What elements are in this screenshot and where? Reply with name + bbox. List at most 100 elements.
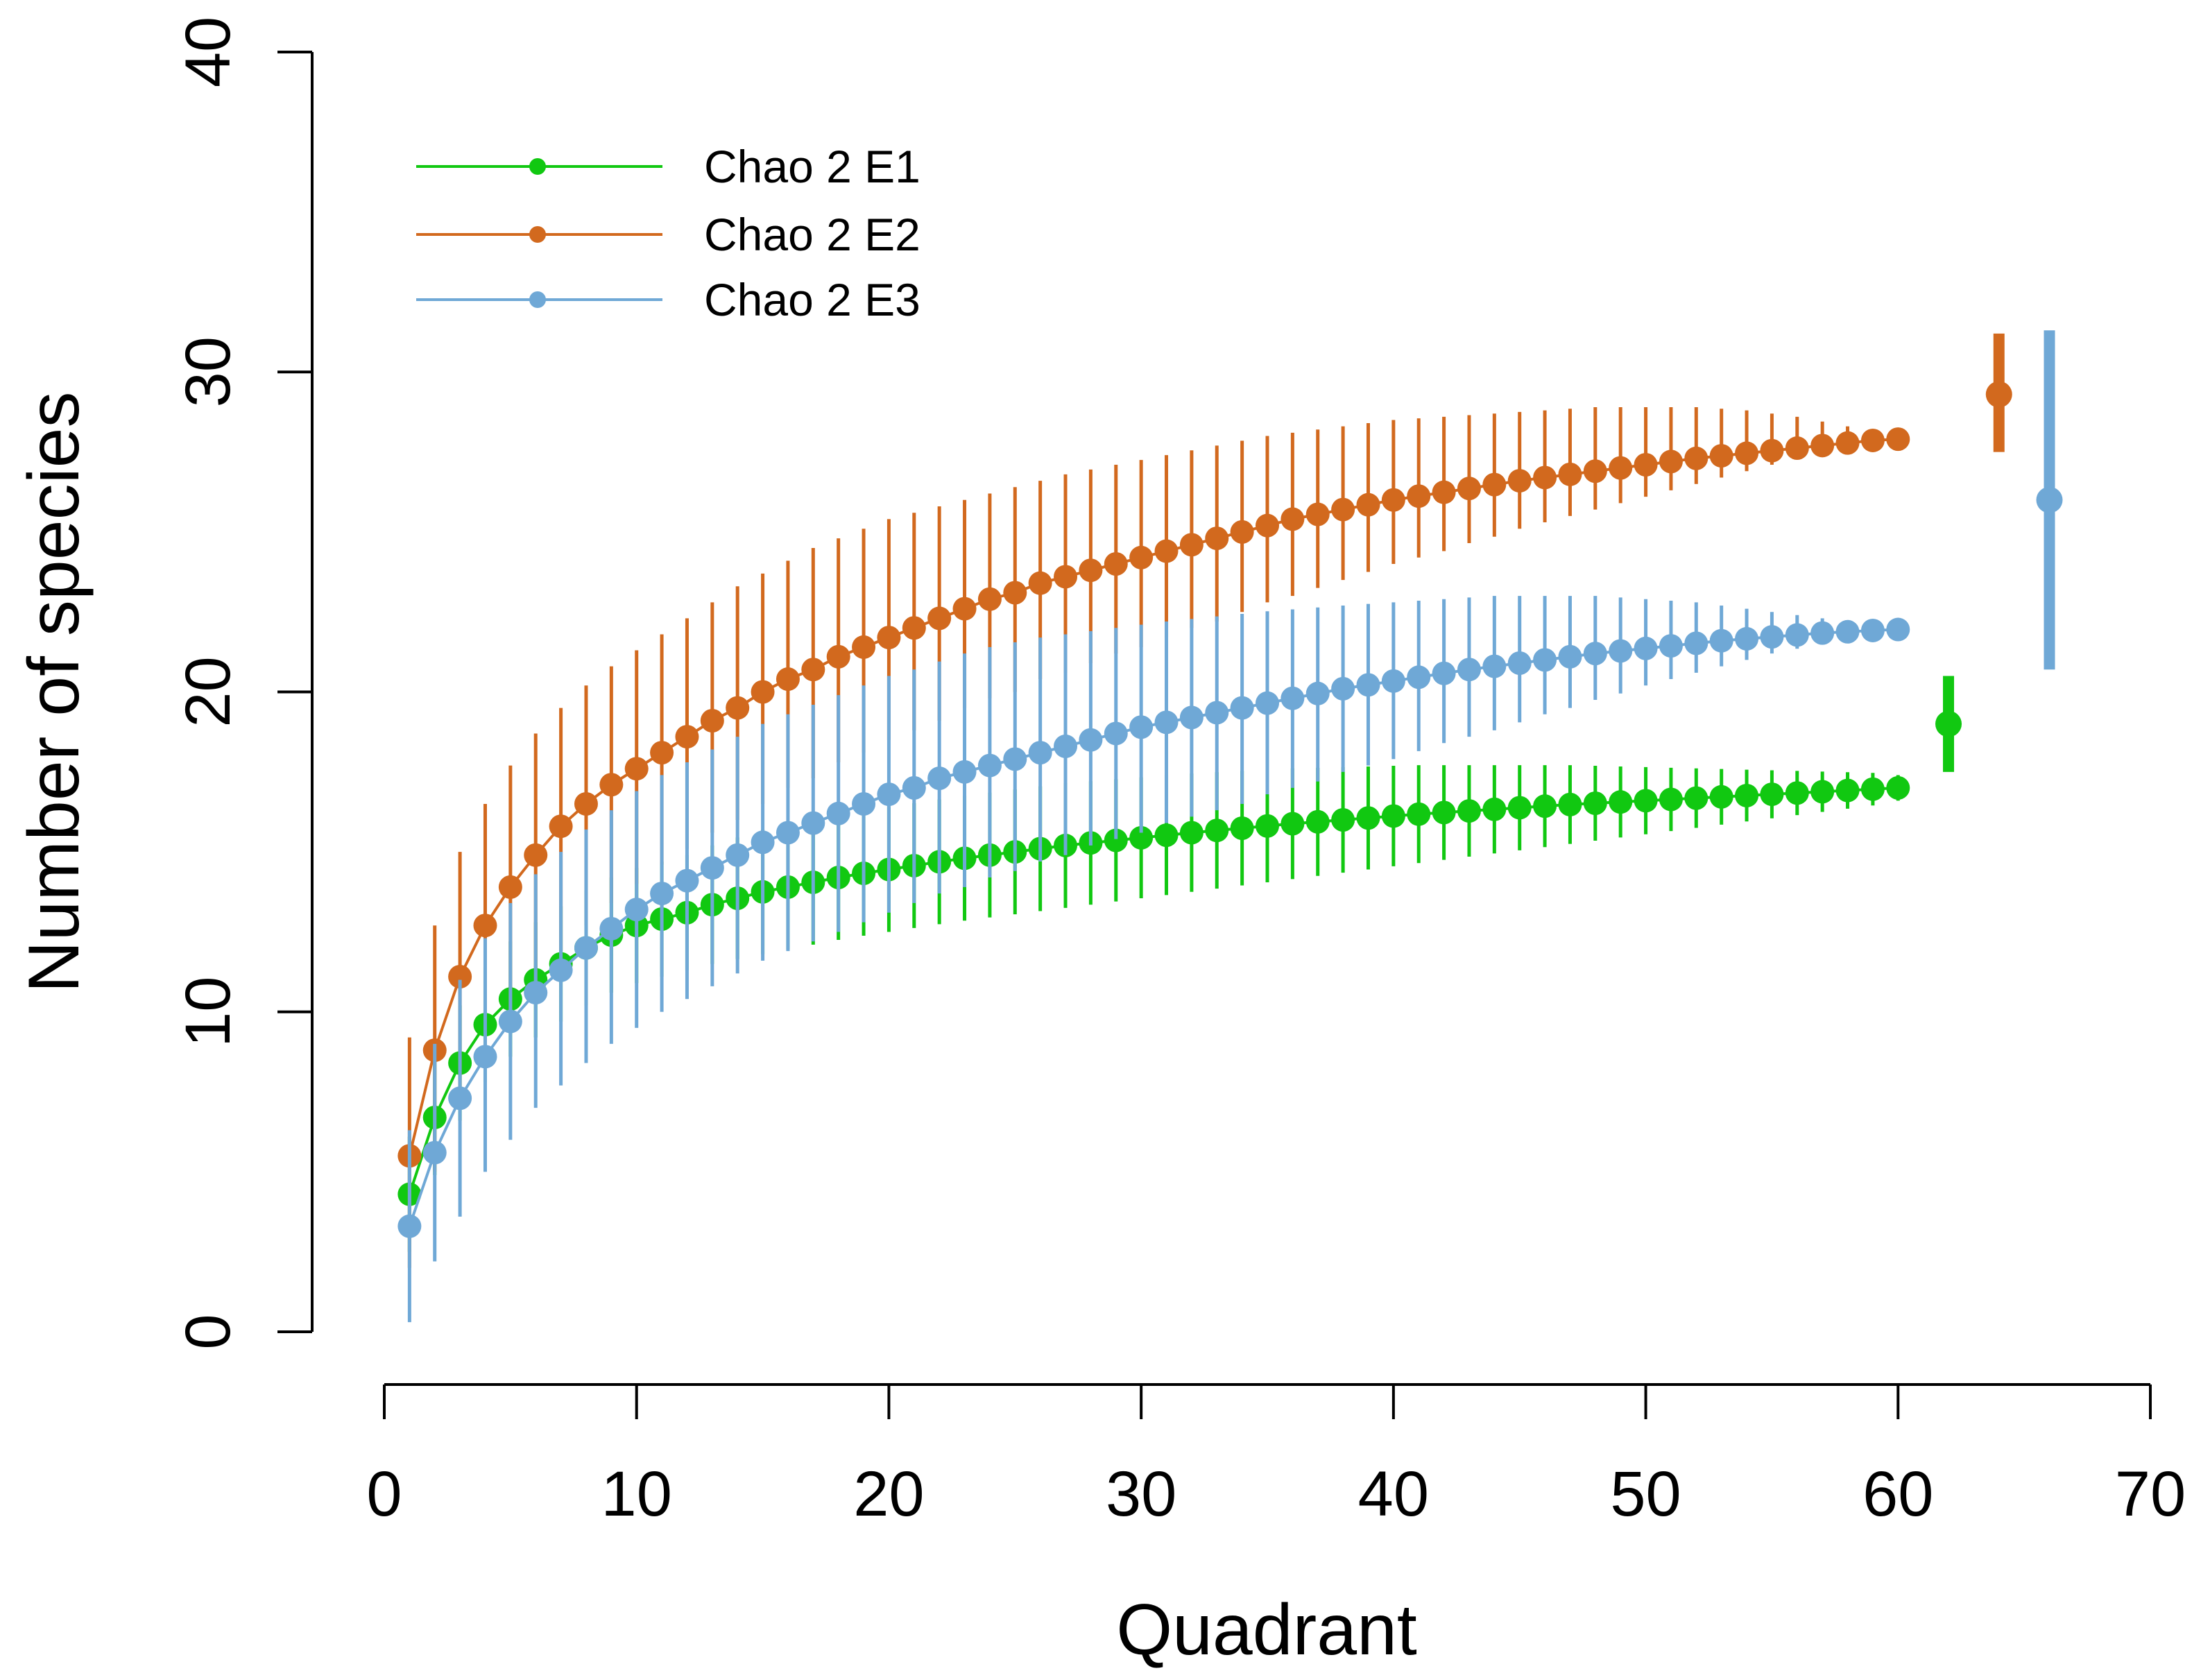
legend-label: Chao 2 E3 (704, 274, 920, 325)
legend-item: Chao 2 E2 (416, 209, 920, 260)
data-point (524, 981, 548, 1005)
data-point (751, 680, 775, 704)
data-point (1280, 507, 1305, 531)
data-point (700, 709, 724, 733)
data-point (1154, 823, 1179, 848)
data-point (1205, 526, 1229, 551)
data-point (1860, 428, 1885, 452)
data-point (700, 856, 724, 880)
data-point (1583, 642, 1607, 666)
data-point (1482, 472, 1507, 497)
data-point (1684, 446, 1708, 470)
data-point (776, 667, 800, 692)
data-point (1104, 721, 1128, 746)
series-line (408, 786, 1899, 1195)
data-point (1230, 696, 1254, 720)
data-point (1634, 789, 1658, 813)
data-point (1003, 747, 1027, 771)
data-point (498, 875, 522, 899)
data-point (1709, 785, 1733, 809)
data-point (826, 801, 850, 825)
data-point (1785, 623, 1809, 647)
data-point (1104, 828, 1128, 852)
data-point (1533, 465, 1557, 490)
data-point (599, 916, 624, 941)
y-tick-label: 10 (173, 977, 243, 1047)
data-point (1684, 631, 1708, 655)
data-point (1583, 791, 1607, 816)
data-point (1028, 741, 1052, 765)
data-point (1810, 434, 1835, 458)
data-point (574, 791, 598, 816)
data-point (1609, 790, 1633, 814)
data-point (1003, 581, 1027, 605)
legend-item: Chao 2 E1 (416, 141, 920, 192)
x-tick-label: 70 (2115, 1459, 2186, 1529)
data-point (1558, 792, 1582, 816)
y-tick-label: 40 (173, 17, 243, 87)
data-point (877, 782, 901, 807)
legend: Chao 2 E1 Chao 2 E2 Chao 2 E3 (416, 141, 920, 325)
data-point (448, 965, 472, 989)
legend-marker (529, 158, 546, 175)
data-point (826, 644, 850, 669)
data-point (1507, 651, 1532, 675)
x-tick-label: 50 (1610, 1459, 1681, 1529)
x-axis-title: Quadrant (1116, 1590, 1417, 1670)
estimate-point (1985, 381, 2012, 408)
data-point (1407, 484, 1431, 508)
data-point (1709, 628, 1733, 653)
data-point (1054, 734, 1078, 758)
data-point (801, 811, 825, 835)
data-point (574, 936, 598, 960)
data-point (1886, 775, 1910, 800)
data-point (1760, 625, 1784, 649)
data-point (675, 725, 699, 749)
data-point (1735, 441, 1759, 465)
data-point (1886, 617, 1910, 642)
data-point (1709, 444, 1733, 468)
data-point (1331, 676, 1355, 701)
data-point (1785, 781, 1809, 805)
legend-marker (529, 291, 546, 308)
data-point (1356, 673, 1380, 697)
legend-marker (529, 226, 546, 243)
data-point (1280, 812, 1305, 836)
data-point (1684, 786, 1708, 810)
data-point (1129, 545, 1154, 569)
data-point (1104, 552, 1128, 576)
data-point (1785, 436, 1809, 461)
data-point (1256, 814, 1279, 838)
data-point (1305, 809, 1330, 834)
data-point (1860, 777, 1885, 801)
data-point (751, 830, 775, 855)
data-point (1659, 449, 1683, 474)
data-point (1179, 821, 1203, 845)
data-point (1305, 502, 1330, 526)
legend-label: Chao 2 E2 (704, 209, 920, 260)
data-point (927, 766, 952, 791)
data-point (877, 626, 901, 650)
data-point (1154, 710, 1179, 735)
data-point (852, 635, 876, 659)
estimate-point (1935, 710, 1962, 737)
data-point (422, 1140, 447, 1165)
data-point (1886, 427, 1910, 452)
data-point (524, 843, 548, 867)
data-point (650, 741, 674, 765)
data-point (1381, 804, 1405, 828)
data-point (1407, 665, 1431, 689)
data-point (1331, 497, 1355, 522)
data-point (624, 898, 649, 922)
data-point (952, 760, 977, 784)
data-point (1256, 691, 1279, 715)
data-point (1381, 669, 1405, 693)
data-point (1659, 787, 1683, 812)
data-point (1609, 639, 1633, 663)
data-point (1482, 797, 1507, 821)
data-point (952, 597, 977, 621)
data-point (1305, 681, 1330, 705)
series-layer (397, 330, 2063, 1323)
data-point (1331, 808, 1355, 832)
